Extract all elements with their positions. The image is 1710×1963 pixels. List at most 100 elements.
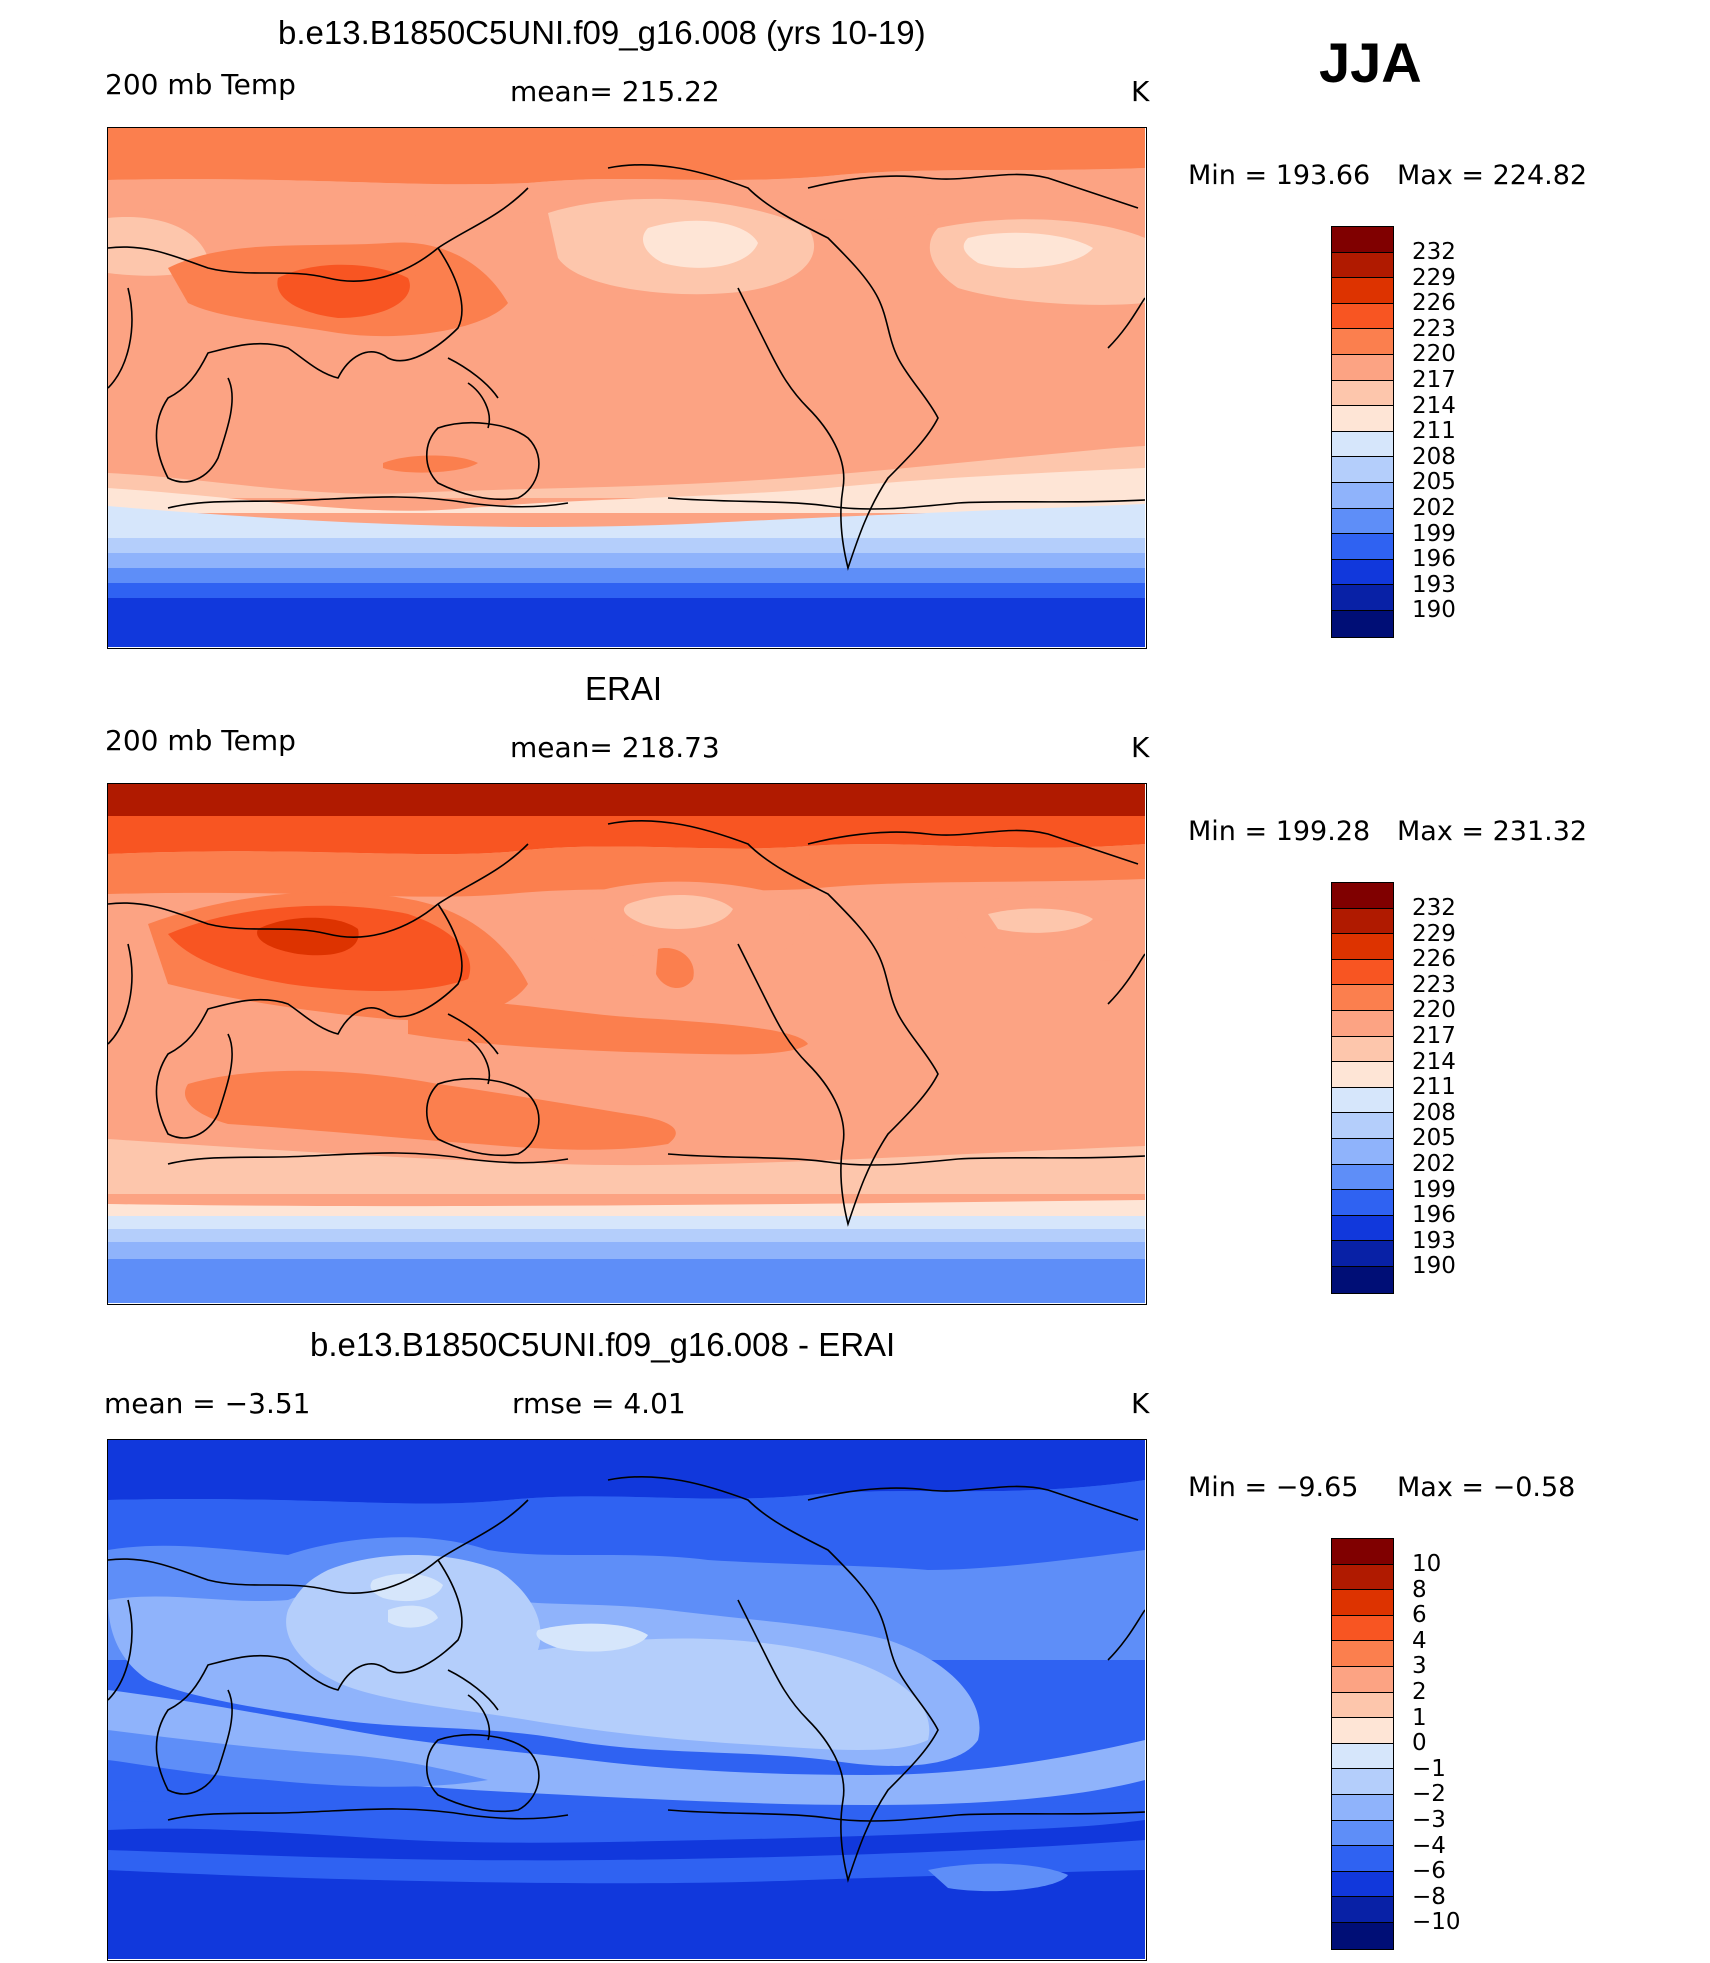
- panel-3-map: [107, 1439, 1147, 1961]
- colorbar-tick-label: 223: [1412, 315, 1456, 342]
- colorbar-swatch: [1332, 1820, 1393, 1847]
- colorbar-tick-label: 6: [1412, 1602, 1427, 1629]
- colorbar-tick-label: 214: [1412, 1048, 1456, 1075]
- panel-3-units-label: K: [1131, 1387, 1150, 1420]
- colorbar-tick-label: 232: [1412, 239, 1456, 265]
- panel-2-title: ERAI: [585, 670, 663, 707]
- colorbar-tick-label: 226: [1412, 946, 1456, 973]
- colorbar-tick-label: 8: [1412, 1576, 1427, 1603]
- colorbar-tick-label: 193: [1412, 1227, 1456, 1254]
- colorbar-swatch: [1332, 1692, 1393, 1719]
- colorbar-swatch: [1332, 278, 1393, 304]
- colorbar-swatch: [1332, 934, 1393, 960]
- colorbar-tick-label: 190: [1412, 597, 1456, 624]
- panel-2-min-label: Min = 199.28: [1188, 816, 1371, 847]
- panel-3-rmse-label: rmse = 4.01: [512, 1387, 686, 1420]
- colorbar-tick-label: 2: [1412, 1679, 1427, 1705]
- colorbar-tick-label: 193: [1412, 571, 1456, 598]
- colorbar-swatch: [1332, 1215, 1393, 1242]
- colorbar-tick-label: 205: [1412, 469, 1456, 496]
- colorbar-swatch: [1332, 457, 1393, 483]
- colorbar-tick-label: 220: [1412, 341, 1456, 368]
- colorbar-tick-label: −6: [1412, 1858, 1446, 1885]
- colorbar-swatch: [1332, 1564, 1393, 1591]
- colorbar-swatch: [1332, 482, 1393, 509]
- colorbar-swatch: [1332, 1718, 1393, 1744]
- colorbar-tick-label: 196: [1412, 1202, 1456, 1229]
- colorbar-swatch: [1332, 1087, 1393, 1114]
- colorbar-swatch: [1332, 1769, 1393, 1795]
- colorbar-tick-label: −8: [1412, 1883, 1446, 1910]
- colorbar-tick-label: 202: [1412, 495, 1456, 521]
- colorbar-tick-label: 232: [1412, 895, 1456, 921]
- colorbar-swatch: [1332, 354, 1393, 381]
- colorbar-tick-label: 229: [1412, 920, 1456, 947]
- season-label: JJA: [1319, 31, 1422, 94]
- colorbar-swatch: [1332, 1794, 1393, 1821]
- colorbar-tick-label: 3: [1412, 1653, 1427, 1680]
- colorbar-tick-label: 0: [1412, 1730, 1427, 1757]
- colorbar-swatch: [1332, 406, 1393, 432]
- colorbar-tick-label: 199: [1412, 520, 1456, 547]
- panel-1-map-svg: [108, 128, 1145, 647]
- colorbar-swatch: [1332, 227, 1393, 253]
- colorbar-swatch: [1332, 1036, 1393, 1063]
- colorbar-swatch: [1332, 1010, 1393, 1037]
- panel-2-variable-label: 200 mb Temp: [105, 724, 296, 757]
- panel-3-map-svg: [108, 1440, 1145, 1959]
- colorbar-tick-label: 214: [1412, 392, 1456, 419]
- colorbar-swatch: [1332, 1062, 1393, 1088]
- colorbar-swatch: [1332, 610, 1393, 637]
- colorbar-swatch: [1332, 431, 1393, 458]
- panel-3-mean-label: mean = −3.51: [104, 1387, 311, 1420]
- colorbar-swatch: [1332, 508, 1393, 535]
- colorbar-swatch: [1332, 1666, 1393, 1693]
- panel-2-map: [107, 783, 1147, 1305]
- panel-2-max-label: Max = 231.32: [1397, 816, 1588, 847]
- colorbar-tick-label: 202: [1412, 1151, 1456, 1177]
- panel-1-max-label: Max = 224.82: [1397, 160, 1588, 191]
- colorbar-tick-label: −4: [1412, 1832, 1446, 1859]
- panel-2-colorbar: [1331, 882, 1394, 1294]
- colorbar-swatch: [1332, 534, 1393, 560]
- colorbar-tick-label: −10: [1412, 1909, 1461, 1936]
- panel-3-max-label: Max = −0.58: [1397, 1472, 1576, 1503]
- colorbar-tick-label: 211: [1412, 1074, 1456, 1101]
- colorbar-tick-label: 223: [1412, 971, 1456, 998]
- colorbar-swatch: [1332, 1641, 1393, 1667]
- panel-2-mean-label: mean= 218.73: [510, 731, 720, 764]
- panel-2-map-svg: [108, 784, 1145, 1303]
- colorbar-swatch: [1332, 303, 1393, 330]
- panel-3-title: b.e13.B1850C5UNI.f09_g16.008 - ERAI: [310, 1326, 896, 1363]
- panel-1-colorbar: [1331, 226, 1394, 638]
- colorbar-swatch: [1332, 1164, 1393, 1191]
- colorbar-tick-label: 190: [1412, 1253, 1456, 1280]
- colorbar-swatch: [1332, 1846, 1393, 1872]
- colorbar-tick-label: −2: [1412, 1781, 1446, 1808]
- colorbar-tick-label: 4: [1412, 1627, 1427, 1654]
- colorbar-swatch: [1332, 1871, 1393, 1898]
- colorbar-tick-label: 199: [1412, 1176, 1456, 1203]
- colorbar-tick-label: 226: [1412, 290, 1456, 317]
- colorbar-tick-label: 205: [1412, 1125, 1456, 1152]
- colorbar-swatch: [1332, 1897, 1393, 1923]
- panel-3-min-label: Min = −9.65: [1188, 1472, 1359, 1503]
- colorbar-swatch: [1332, 329, 1393, 355]
- panel-3-colorbar: [1331, 1538, 1394, 1950]
- colorbar-tick-label: 208: [1412, 443, 1456, 470]
- colorbar-swatch: [1332, 1539, 1393, 1565]
- colorbar-swatch: [1332, 380, 1393, 407]
- panel-1-min-label: Min = 193.66: [1188, 160, 1371, 191]
- panel-2-units-label: K: [1131, 731, 1150, 764]
- colorbar-swatch: [1332, 559, 1393, 586]
- colorbar-swatch: [1332, 1922, 1393, 1949]
- colorbar-swatch: [1332, 908, 1393, 935]
- colorbar-swatch: [1332, 1113, 1393, 1139]
- colorbar-tick-label: 196: [1412, 546, 1456, 573]
- colorbar-tick-label: −3: [1412, 1807, 1446, 1833]
- colorbar-tick-label: 211: [1412, 418, 1456, 445]
- panel-1-title: b.e13.B1850C5UNI.f09_g16.008 (yrs 10-19): [278, 14, 926, 51]
- colorbar-tick-label: 217: [1412, 367, 1456, 393]
- colorbar-tick-label: −1: [1412, 1755, 1446, 1782]
- colorbar-swatch: [1332, 1743, 1393, 1770]
